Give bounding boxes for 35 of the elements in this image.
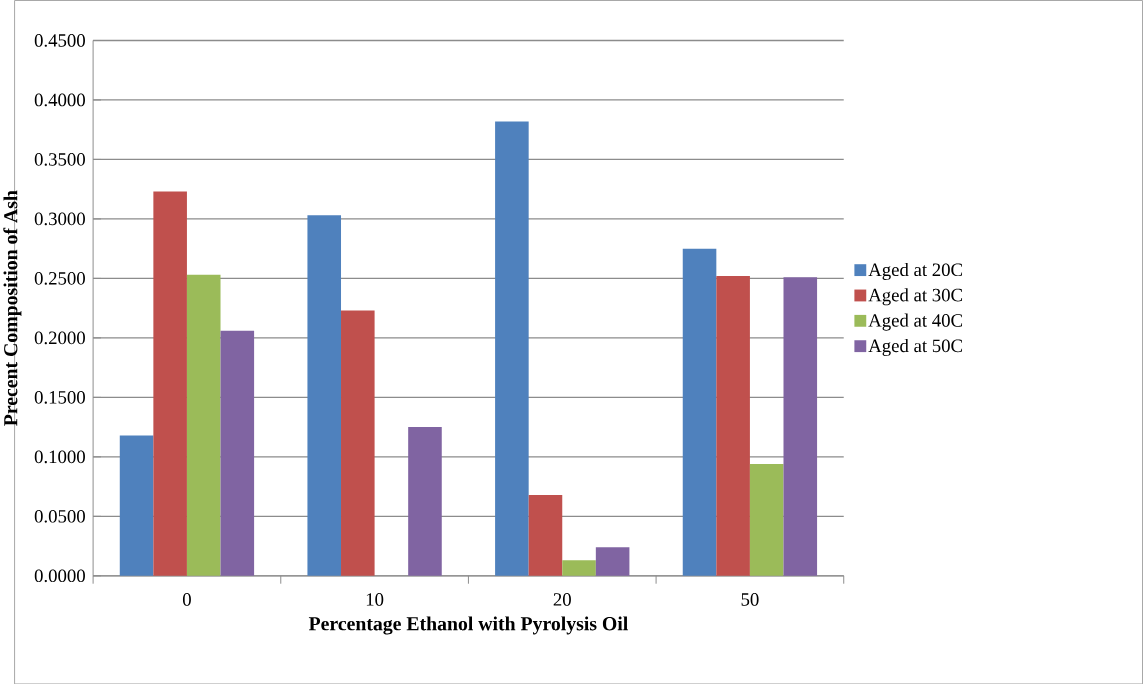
y-tick-label: 0.3500 — [34, 152, 85, 166]
bar — [119, 435, 154, 576]
x-tick-label: 0 — [182, 592, 191, 606]
x-tick-label: 50 — [741, 592, 759, 606]
bar — [783, 277, 818, 576]
y-tick-label: 0.1500 — [34, 390, 85, 404]
x-tick-label: 10 — [366, 592, 384, 606]
y-tick-label: 0.0000 — [34, 569, 85, 582]
x-axis-title: Percentage Ethanol with Pyrolysis Oil — [308, 616, 628, 635]
legend-label: Aged at 40C — [868, 313, 963, 331]
y-tick-label: 0.2500 — [34, 271, 85, 285]
y-tick-label: 0.1000 — [34, 450, 85, 463]
bar — [186, 274, 221, 576]
bar — [408, 426, 442, 576]
y-tick-label: 0.4000 — [34, 93, 85, 107]
bar — [341, 310, 375, 576]
y-axis-title: Precent Composition of Ash — [3, 190, 22, 426]
legend-label: Aged at 20C — [868, 262, 963, 280]
bar — [562, 560, 596, 576]
bar — [307, 215, 342, 576]
y-tick-label: 0.0500 — [34, 509, 85, 523]
legend-label: Aged at 50C — [868, 338, 963, 356]
bar — [716, 275, 750, 576]
bar — [595, 547, 630, 576]
bar — [528, 494, 563, 576]
y-tick-label: 0.4500 — [34, 33, 85, 47]
bar — [495, 121, 529, 576]
legend-label: Aged at 30C — [868, 288, 963, 306]
y-tick-label: 0.2000 — [34, 331, 85, 345]
bar — [153, 191, 187, 576]
x-tick-label: 20 — [553, 592, 571, 606]
y-tick-label: 0.3000 — [34, 212, 85, 226]
bar — [220, 330, 255, 576]
bar — [749, 463, 784, 576]
bar — [682, 248, 717, 576]
